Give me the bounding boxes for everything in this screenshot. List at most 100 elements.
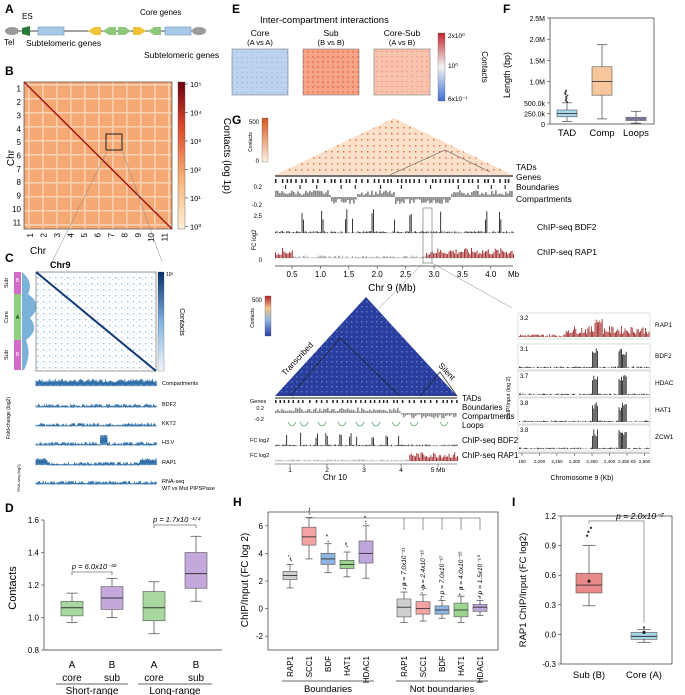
- zoom-signal-bar: [559, 336, 561, 337]
- chr10-bdf2-bar: [322, 444, 324, 446]
- bdf2-bar: [377, 232, 379, 233]
- zoom-signal-bar: [624, 328, 626, 337]
- chr10-bdf2-bar: [315, 437, 317, 446]
- chr10-gene-mark: [341, 400, 344, 403]
- bdf2-bar: [312, 231, 314, 233]
- zoom-signal-bar: [604, 328, 605, 337]
- zoom-signal-bar: [567, 447, 568, 449]
- boundary-mark: [379, 185, 382, 189]
- chr10-bdf2-bar: [338, 444, 339, 446]
- chr10-rap1-bar: [363, 459, 365, 461]
- zoom-signal-bar: [555, 335, 556, 337]
- zoom-signal-bar: [547, 448, 549, 449]
- chr10-bdf2-bar: [398, 436, 400, 446]
- zoom-signal-bar: [547, 421, 549, 422]
- compartment-bar: [337, 197, 339, 200]
- chr10-bdf2-bar: [294, 444, 296, 446]
- es-label: ES: [22, 12, 33, 21]
- x-tick-label: 3: [362, 467, 366, 474]
- panel-label-d: D: [5, 501, 14, 515]
- chr10-rap1-bar: [401, 460, 402, 461]
- chr-col-label: 8: [120, 232, 129, 237]
- chr10-compartment-bar: [353, 409, 355, 413]
- zoom-signal-bar: [611, 447, 613, 449]
- track-signal: [35, 422, 157, 428]
- chr10-gene-mark: [283, 400, 286, 403]
- zoom-signal-bar: [611, 326, 613, 337]
- zoom-signal-bar: [541, 448, 543, 449]
- chr9-colorbar: [157, 271, 165, 372]
- chr-row-label: 5: [17, 138, 22, 147]
- zoom-signal-bar: [577, 367, 579, 368]
- rap1-bar: [304, 255, 306, 258]
- zoom-signal-bar: [568, 367, 569, 368]
- zoom-signal-bar: [624, 404, 626, 422]
- box-label: HDAC1: [476, 655, 485, 683]
- compartment-bar: [487, 194, 489, 197]
- box-body: [184, 552, 208, 589]
- chr10-gene-mark: [401, 400, 404, 403]
- compartment-bar: [419, 197, 421, 200]
- box-tag: B: [193, 660, 200, 671]
- zoom-signal-bar: [642, 394, 644, 395]
- rap1-bar: [363, 256, 365, 258]
- zoom-signal-bar: [617, 448, 619, 449]
- compartment-bar: [457, 192, 459, 197]
- zoom-signal-bar: [553, 447, 555, 449]
- zoom-signal-bar: [616, 447, 617, 449]
- zoom-signal-bar: [630, 421, 632, 422]
- gene-mark: [339, 179, 342, 183]
- gene-mark: [373, 179, 376, 183]
- zoom-signal-bar: [577, 420, 579, 422]
- chr10-bdf2-bar: [339, 434, 341, 446]
- chr10-rap1-bar: [416, 453, 418, 461]
- bdf2-bar: [364, 231, 366, 233]
- map-sub-core: (A vs A): [247, 38, 273, 47]
- p-value: p = 2.0x10⁻⁷: [615, 511, 664, 521]
- compartment-bar: [435, 197, 437, 204]
- zoom-signal-bar: [643, 448, 645, 449]
- bdf2-bar: [440, 211, 442, 233]
- chr9-zoom-box: [105, 133, 123, 151]
- rap1-bar: [280, 254, 282, 258]
- zoom-xlabel: Chromosome 9 (Kb): [550, 475, 613, 482]
- rap1-bar: [445, 253, 447, 258]
- chr10-gene-mark: [275, 400, 277, 403]
- zoom-signal-bar: [545, 421, 547, 422]
- gene-mark: [504, 179, 507, 183]
- track-label-genes: Genes: [516, 172, 541, 182]
- zoom-signal-bar: [582, 448, 584, 449]
- chr10-bdf2-bar: [282, 444, 283, 446]
- zoom-track-max: 3.1: [520, 347, 529, 353]
- chr-col-label: 2: [40, 232, 49, 237]
- outlier-point: [364, 515, 366, 518]
- chr10-bdf2-bar: [410, 444, 412, 446]
- zoom-signal-bar: [544, 393, 545, 395]
- bdf2-bar: [434, 231, 436, 233]
- map-title-sub: Sub: [323, 28, 338, 38]
- rap1-bar: [476, 250, 478, 258]
- transcribed-domain-outline: [289, 337, 401, 397]
- box-label: Core (A): [626, 670, 662, 681]
- x-tick-label: 2,350: [586, 459, 598, 464]
- box-body: [142, 591, 166, 622]
- panel-c: C Chr9 Sub Core Sub B A B 10³ Contacts F…: [4, 251, 215, 492]
- zoom-signal-bar: [561, 421, 562, 422]
- compartment-bar: [439, 197, 441, 204]
- subtelomeric-block-left: [37, 26, 65, 36]
- chr10-compartment-bar: [379, 409, 381, 413]
- core-genes-label: Core genes: [140, 8, 181, 17]
- track-label: BDF2: [162, 402, 176, 408]
- chr10-rap1-bar: [357, 459, 359, 461]
- bdf2-bar: [335, 231, 337, 233]
- zoom-signal-bar: [571, 421, 573, 422]
- gene-mark: [281, 179, 284, 183]
- domain-sub-bottom: [14, 340, 21, 370]
- rap1-bar: [333, 256, 335, 258]
- zoom-signal-bar: [567, 366, 568, 368]
- chr10-bdf2-bar: [380, 444, 381, 446]
- zoom-signal-bar: [593, 408, 595, 422]
- box-tag: A: [151, 660, 158, 671]
- gene-mark: [492, 179, 495, 183]
- chr9-track-labels: TADs Genes Boundaries Compartments ChIP-…: [252, 162, 598, 294]
